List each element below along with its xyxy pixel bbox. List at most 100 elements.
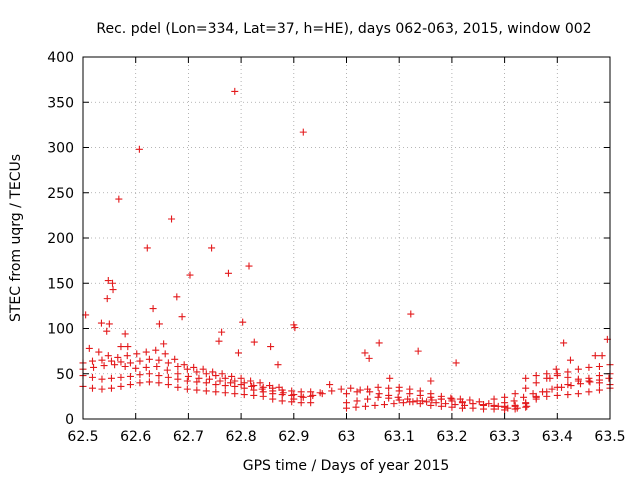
data-point (184, 372, 192, 380)
data-point (595, 386, 603, 394)
data-point (522, 384, 530, 392)
data-point (361, 402, 369, 410)
x-tick-label: 62.5 (67, 429, 98, 445)
data-point (576, 380, 584, 388)
data-point (522, 374, 530, 382)
data-point (145, 378, 153, 386)
data-point (558, 383, 566, 391)
data-point (90, 363, 98, 371)
outlier-point (361, 349, 369, 357)
data-point (469, 400, 477, 408)
x-tick-label: 62.9 (278, 429, 309, 445)
data-point (100, 362, 108, 370)
data-point (501, 393, 509, 401)
data-point (171, 355, 179, 363)
data-point (88, 357, 96, 365)
data-point (371, 401, 379, 409)
data-point (374, 383, 382, 391)
data-point (193, 368, 201, 376)
data-point (155, 356, 163, 364)
data-point (193, 386, 201, 394)
data-point (343, 390, 350, 398)
data-point (343, 399, 350, 407)
data-point (114, 353, 122, 361)
data-point (318, 390, 326, 398)
data-point (221, 389, 229, 397)
data-point (511, 402, 519, 410)
data-point (202, 387, 210, 395)
data-point (142, 348, 150, 356)
outlier-point (97, 319, 105, 327)
data-point (107, 384, 115, 392)
data-point (437, 402, 445, 410)
data-point (248, 382, 256, 390)
data-point (427, 401, 435, 409)
outlier-point (245, 262, 253, 270)
outlier-point (365, 354, 373, 362)
data-point (218, 370, 226, 378)
data-point (328, 387, 336, 395)
outlier-point (414, 347, 422, 355)
data-point (380, 401, 388, 409)
data-point (529, 390, 537, 398)
data-point (337, 385, 345, 393)
data-point (85, 344, 93, 352)
data-point (553, 372, 561, 380)
data-point (543, 392, 551, 400)
outlier-point (103, 327, 111, 335)
data-point (543, 370, 551, 378)
outlier-point (186, 271, 194, 279)
data-point (480, 401, 488, 409)
data-point (595, 363, 603, 371)
data-point (585, 363, 593, 371)
data-point (385, 384, 393, 392)
x-tick-label: 63.3 (489, 429, 520, 445)
data-point (442, 400, 450, 408)
data-point (586, 378, 594, 386)
data-point (145, 355, 153, 363)
y-tick-label: 300 (47, 141, 74, 157)
outlier-point (104, 277, 112, 285)
outlier-point (250, 338, 258, 346)
data-point (205, 375, 213, 383)
data-point (174, 383, 182, 391)
x-tick-label: 63.5 (594, 429, 625, 445)
data-point (585, 377, 593, 385)
outlier-point (105, 320, 113, 328)
data-point (126, 381, 134, 389)
x-tick-label: 62.7 (173, 429, 204, 445)
outlier-point (149, 305, 157, 313)
data-point (364, 385, 372, 393)
outlier-point (566, 356, 574, 364)
outlier-point (375, 339, 383, 347)
data-point (107, 374, 115, 382)
data-point (553, 391, 561, 399)
data-point (288, 387, 296, 395)
data-point (427, 390, 435, 398)
data-point (195, 374, 203, 382)
data-point (307, 399, 315, 407)
data-point (510, 397, 518, 405)
data-point (212, 381, 220, 389)
data-point (353, 388, 361, 396)
outlier-point (117, 343, 125, 351)
outlier-point (546, 374, 554, 382)
data-point (364, 395, 372, 403)
data-point (174, 363, 182, 371)
data-point (353, 397, 361, 405)
data-point (437, 392, 445, 400)
data-point (104, 352, 112, 360)
data-point (539, 388, 547, 396)
data-point (190, 363, 198, 371)
data-point (258, 385, 266, 393)
ticks-layer: 0 50 100 150 200 250 300 350 400 62.5 62.6 62.7 62.8… (47, 50, 625, 445)
data-point (231, 377, 239, 385)
data-point (406, 398, 414, 406)
data-point (183, 365, 191, 373)
outlier-point (173, 293, 181, 301)
data-point (399, 399, 407, 407)
data-point (164, 359, 172, 367)
data-point (475, 398, 483, 406)
data-point (133, 350, 141, 358)
data-point (107, 357, 115, 365)
